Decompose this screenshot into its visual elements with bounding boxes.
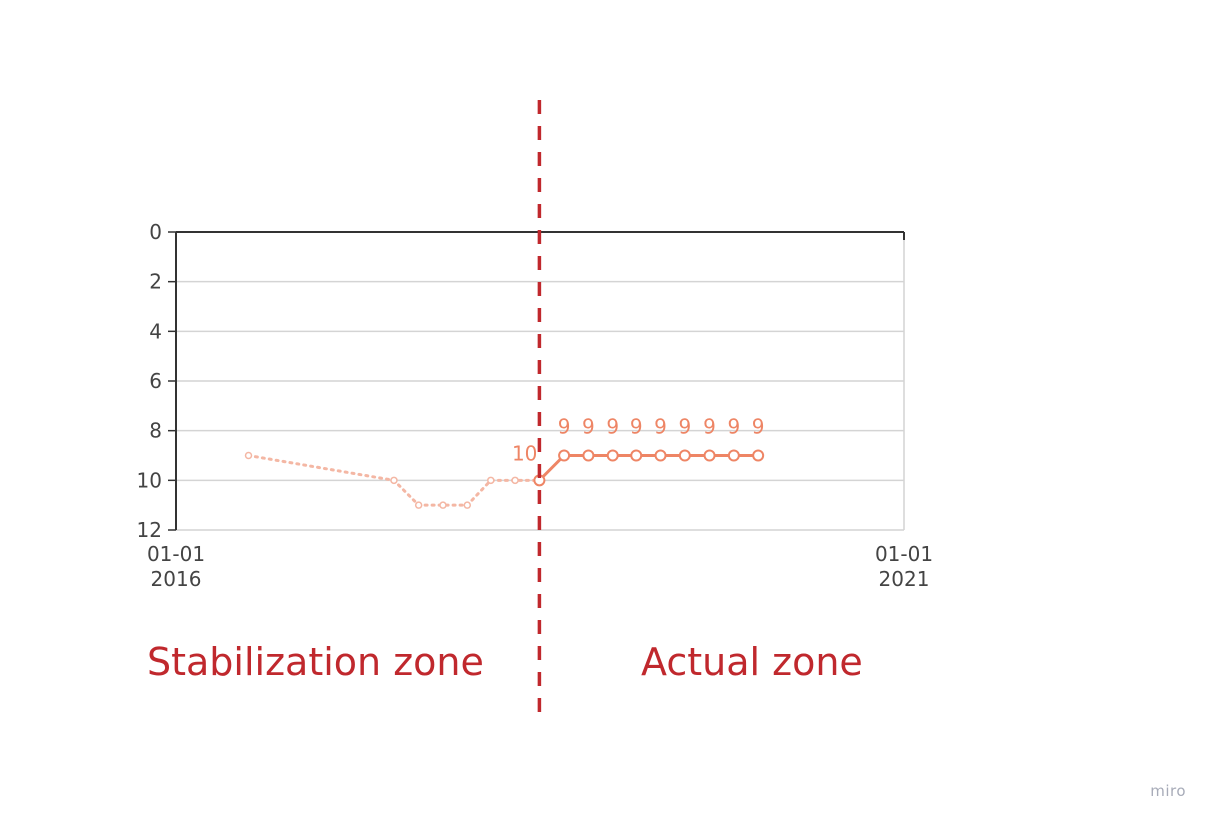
stabilization-point: [439, 501, 447, 509]
actual-point: [606, 449, 619, 462]
data-label: 9: [582, 415, 595, 439]
miro-watermark: miro: [1150, 782, 1186, 800]
data-label: 9: [630, 415, 643, 439]
stabilization-point: [390, 476, 398, 485]
stabilization-point: [511, 476, 519, 485]
stabilization-point: [487, 476, 495, 485]
series: [244, 449, 765, 509]
actual-point: [678, 449, 691, 462]
actual-point: [582, 449, 595, 462]
data-label: 9: [727, 415, 740, 439]
actual-point: [630, 449, 643, 462]
y-tick-label: 6: [149, 369, 162, 393]
stabilization-point: [463, 501, 472, 509]
y-tick-label: 0: [149, 220, 162, 244]
y-tick-label: 2: [149, 270, 162, 294]
y-tick-label: 10: [137, 468, 162, 492]
data-labels: 109 9 9 9 9 9 9 9 9: [512, 415, 765, 466]
actual-point: [654, 449, 667, 462]
data-label: 10: [512, 441, 537, 465]
data-label: 9: [703, 415, 716, 439]
data-label: 9: [606, 415, 619, 439]
x-tick-label-year: 2021: [879, 567, 930, 591]
stabilization-zone-label: Stabilization zone: [147, 640, 484, 684]
data-label: 9: [752, 415, 765, 439]
actual-point: [727, 449, 740, 462]
stabilization-point: [414, 501, 423, 509]
actual-point: [558, 449, 571, 462]
stabilization-series-line: [247, 454, 541, 507]
data-label: 9: [654, 415, 667, 439]
actual-zone-label: Actual zone: [641, 640, 863, 684]
x-tick-label: 01-01: [147, 542, 205, 566]
data-label: 9: [558, 415, 571, 439]
stabilization-point: [244, 451, 253, 460]
x-tick-label: 01-01: [875, 542, 933, 566]
actual-point: [752, 449, 765, 462]
data-label: 9: [678, 415, 691, 439]
actual-point: [703, 449, 716, 462]
y-tick-label: 12: [137, 518, 162, 542]
x-tick-label-year: 2016: [151, 567, 202, 591]
y-tick-label: 4: [149, 319, 162, 343]
actual-series-line: [537, 454, 760, 482]
y-tick-label: 8: [149, 419, 162, 443]
